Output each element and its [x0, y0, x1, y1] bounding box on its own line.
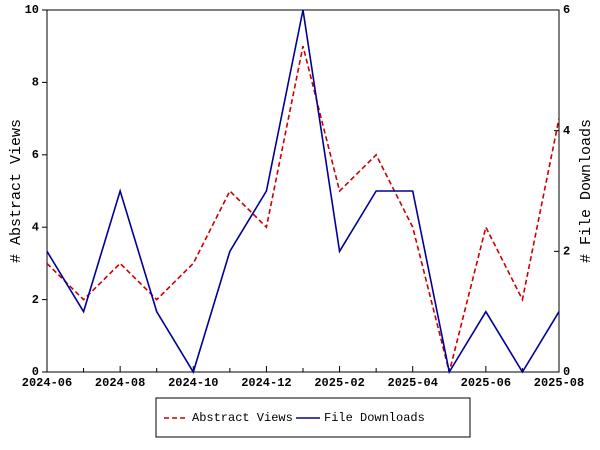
- y2-tick-label: 2: [563, 245, 570, 259]
- legend-box: [155, 397, 471, 438]
- y-axis-label: # Abstract Views: [8, 119, 25, 263]
- series-line: [46, 46, 560, 373]
- x-tick-label: 2025-06: [461, 376, 511, 390]
- y-tick-label: 4: [32, 220, 39, 234]
- y2-tick-label: 4: [563, 124, 570, 138]
- x-tick-label: 2025-02: [314, 376, 364, 390]
- series-line: [46, 9, 560, 375]
- y-tick-label: 10: [25, 3, 39, 17]
- x-tick-label: 2024-10: [168, 376, 218, 390]
- y-tick-label: 2: [32, 293, 39, 307]
- y2-tick-label: 0: [563, 365, 570, 379]
- x-tick-label: 2025-08: [534, 376, 584, 390]
- y2-tick-label: 6: [563, 3, 570, 17]
- y2-axis-label: # File Downloads: [578, 119, 595, 263]
- y-tick-label: 6: [32, 148, 39, 162]
- x-tick-label: 2024-08: [95, 376, 145, 390]
- x-tick-label: 2025-04: [388, 376, 438, 390]
- y-tick-label: 0: [32, 365, 39, 379]
- y-tick-label: 8: [32, 76, 39, 90]
- x-tick-label: 2024-06: [22, 376, 72, 390]
- legend-label: File Downloads: [324, 411, 425, 425]
- x-tick-label: 2024-12: [241, 376, 291, 390]
- legend-label: Abstract Views: [192, 411, 293, 425]
